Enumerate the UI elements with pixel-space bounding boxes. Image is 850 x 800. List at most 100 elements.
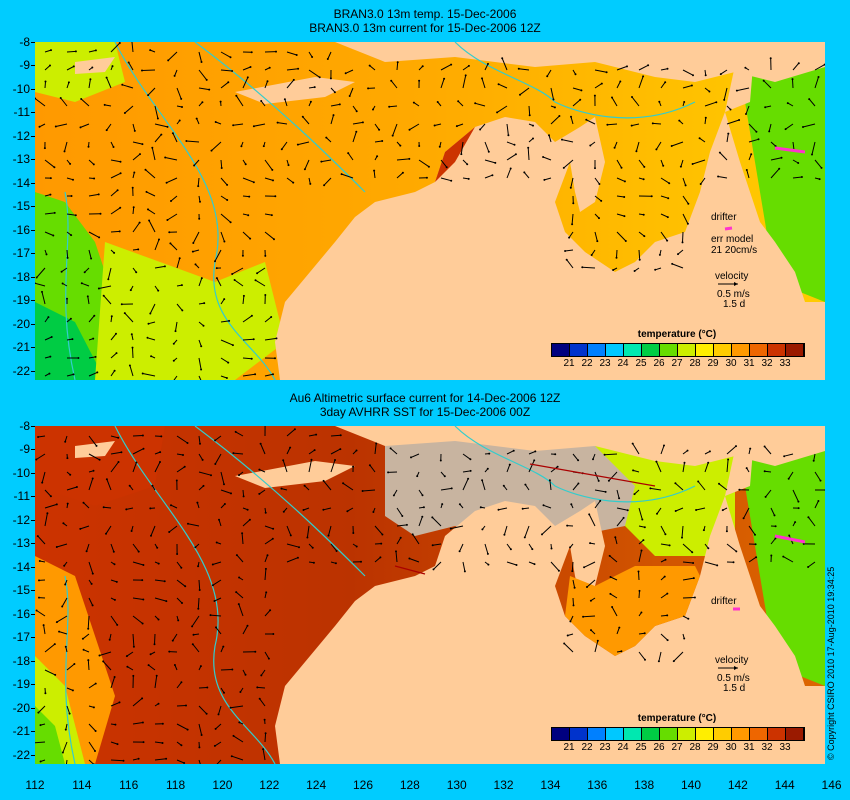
current-vector-head: [589, 144, 592, 147]
current-vector: [632, 469, 640, 473]
current-vector-head: [573, 586, 576, 589]
current-vector-head: [44, 80, 47, 83]
current-vector: [462, 453, 471, 460]
current-vector: [110, 435, 119, 439]
current-vector: [242, 66, 251, 71]
latitude-tick-mark: [31, 229, 35, 231]
current-vector-head: [113, 369, 116, 372]
current-vector-head: [64, 583, 67, 586]
current-vector-head: [677, 253, 679, 256]
current-vector-head: [275, 50, 277, 53]
current-vector: [242, 195, 250, 198]
current-vector: [675, 507, 684, 512]
current-vector-head: [670, 145, 673, 147]
current-vector-head: [69, 317, 72, 320]
current-vector-head: [72, 373, 75, 376]
current-vector: [132, 597, 144, 600]
current-vector: [186, 140, 200, 143]
current-vector: [214, 741, 222, 747]
current-vector-head: [562, 166, 565, 169]
current-vector-head: [313, 86, 316, 89]
current-vector: [770, 168, 780, 179]
current-vector: [210, 614, 222, 617]
current-vector: [297, 141, 310, 146]
colorbar-tick-label: 33: [779, 358, 791, 369]
longitude-tick-label: 114: [72, 778, 92, 792]
current-vector-head: [198, 589, 201, 591]
current-vector: [802, 123, 816, 128]
current-vector-head: [132, 645, 135, 648]
current-vector-head: [558, 115, 561, 117]
current-vector: [286, 68, 299, 71]
current-vector: [259, 489, 266, 495]
current-vector-head: [811, 153, 813, 156]
current-vector-head: [238, 721, 241, 724]
current-vector-head: [637, 570, 640, 573]
current-vector: [175, 321, 178, 332]
current-vector: [788, 471, 794, 479]
current-vector-head: [445, 166, 448, 169]
current-vector: [328, 525, 332, 536]
current-vector: [264, 373, 274, 377]
current-vector: [220, 231, 225, 242]
current-vector-head: [788, 534, 791, 537]
current-vector-head: [41, 290, 43, 293]
current-vector-head: [63, 564, 66, 567]
current-vector: [103, 295, 112, 305]
current-vector: [242, 231, 251, 239]
current-vector-head: [757, 138, 760, 141]
current-vector-head: [355, 130, 358, 133]
current-vector-head: [94, 355, 97, 358]
longitude-tick-label: 130: [446, 778, 467, 792]
current-vector-head: [519, 93, 521, 96]
current-vector-head: [749, 447, 752, 450]
current-vector-head: [248, 195, 251, 198]
colorbar-swatch: [678, 344, 696, 356]
current-vector-head: [98, 654, 101, 657]
current-vector: [230, 705, 244, 709]
current-vector: [124, 105, 134, 114]
current-vector-head: [47, 316, 50, 319]
current-vector-head: [92, 337, 95, 340]
current-vector-head: [117, 436, 120, 439]
colorbar-tick-label: 23: [599, 358, 611, 369]
current-vector-head: [116, 623, 119, 626]
current-vector-head: [66, 256, 69, 259]
current-vector-head: [135, 461, 138, 464]
current-vector-head: [773, 514, 776, 517]
current-vector-head: [764, 106, 767, 109]
velocity-label: velocity: [715, 271, 749, 282]
current-vector: [234, 279, 244, 287]
current-vector: [84, 267, 90, 273]
current-vector-head: [626, 509, 629, 512]
current-vector: [501, 58, 508, 71]
current-vector: [154, 239, 160, 251]
current-vector-head: [185, 140, 188, 142]
current-vector-head: [272, 527, 275, 530]
current-vector-head: [274, 195, 277, 198]
panel1-map[interactable]: drifter err model 21 20cm/s velocity 0.5…: [35, 42, 825, 380]
current-vector-head: [60, 270, 63, 273]
current-vector: [704, 462, 709, 473]
current-vector-head: [590, 629, 592, 632]
current-vector-head: [533, 563, 536, 566]
current-vector-head: [557, 569, 560, 572]
current-vector-head: [546, 75, 549, 78]
current-vector-head: [177, 619, 180, 622]
current-vector-head: [755, 556, 758, 559]
current-vector: [88, 759, 95, 764]
current-vector-head: [194, 546, 197, 549]
colorbar-swatch: [642, 728, 660, 740]
current-vector-head: [528, 114, 531, 117]
current-vector-head: [117, 461, 120, 463]
panel2-map[interactable]: drifter velocity 0.5 m/s 1.5 d temperatu…: [35, 426, 825, 764]
current-vector: [610, 576, 618, 581]
current-vector: [151, 147, 156, 161]
current-vector-head: [92, 706, 95, 709]
current-vector: [286, 447, 291, 455]
current-vector-head: [586, 586, 588, 588]
current-vector-head: [642, 178, 645, 181]
current-vector-head: [226, 183, 229, 186]
current-vector: [197, 177, 200, 187]
current-vector-head: [246, 624, 249, 627]
